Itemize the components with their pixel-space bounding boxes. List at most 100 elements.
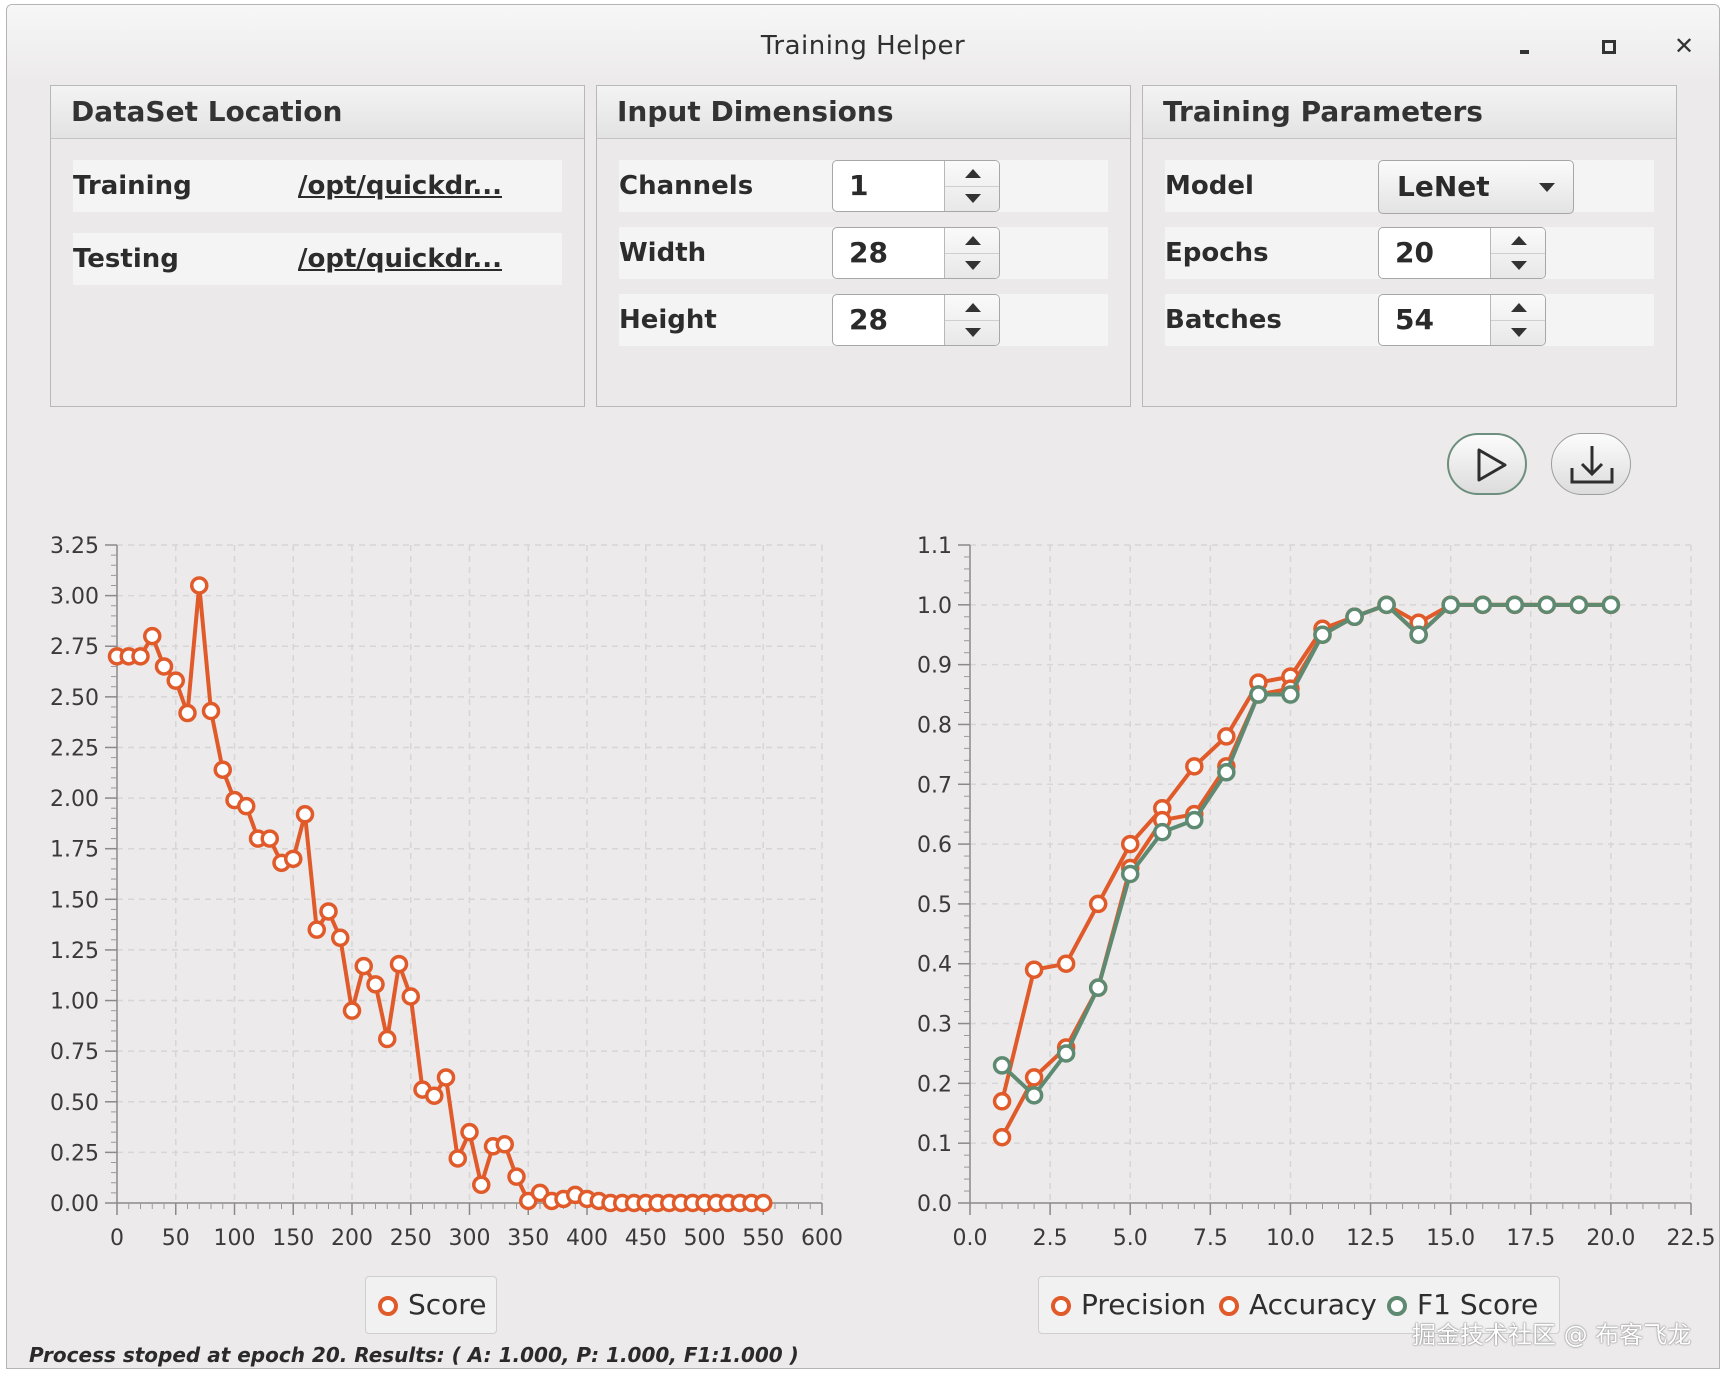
model-row: Model LeNet: [1165, 160, 1654, 214]
channels-value[interactable]: 1: [849, 169, 869, 202]
close-button[interactable]: ✕: [1667, 29, 1701, 63]
model-select[interactable]: LeNet: [1378, 160, 1574, 214]
data-point: [237, 796, 256, 816]
height-value[interactable]: 28: [849, 303, 888, 336]
legend-marker-icon: [378, 1296, 398, 1316]
score-legend: Score: [365, 1276, 497, 1334]
data-point: [992, 1092, 1012, 1111]
minimize-icon: [1520, 50, 1529, 54]
arrow-down-icon: [1511, 261, 1527, 270]
channels-label: Channels: [619, 171, 754, 201]
data-point: [1409, 625, 1428, 644]
data-point: [154, 657, 174, 676]
channels-spinner[interactable]: 1: [832, 160, 1000, 212]
x-tick-label: 12.5: [1346, 1226, 1395, 1251]
arrow-up-icon: [965, 236, 981, 245]
x-tick-label: 0.0: [953, 1226, 988, 1251]
legend-label: Accuracy: [1249, 1288, 1377, 1321]
y-tick-label: 0.6: [917, 833, 952, 858]
data-point: [754, 1193, 773, 1213]
y-tick-label: 0.50: [50, 1091, 99, 1116]
title-bar[interactable]: Training Helper ✕: [7, 5, 1719, 85]
width-decrement-button[interactable]: [945, 253, 999, 278]
y-tick-label: 0.8: [917, 713, 952, 738]
arrow-down-icon: [965, 328, 981, 337]
epochs-value[interactable]: 20: [1395, 236, 1434, 269]
y-tick-label: 3.25: [50, 534, 99, 559]
testing-path-link[interactable]: /opt/quickdr...: [298, 244, 502, 274]
data-point: [448, 1149, 467, 1168]
y-tick-label: 0.2: [917, 1072, 952, 1097]
window-title: Training Helper: [760, 31, 966, 61]
y-tick-label: 1.0: [917, 594, 952, 619]
data-point: [1601, 595, 1621, 615]
epochs-label: Epochs: [1165, 238, 1269, 268]
y-tick-label: 0.25: [50, 1141, 99, 1166]
data-point: [213, 760, 232, 779]
epochs-increment-button[interactable]: [1491, 228, 1545, 254]
data-point: [1441, 595, 1460, 615]
data-point: [1024, 960, 1044, 979]
x-tick-label: 600: [801, 1226, 843, 1251]
score-chart: 0 50 100 150 200 250 300 350 400 450 500 550 600 0.00…: [50, 534, 843, 1251]
start-training-button[interactable]: [1447, 433, 1527, 495]
dataset-location-panel: DataSet Location Training /opt/quickdr..…: [50, 85, 585, 407]
y-tick-label: 0.00: [50, 1192, 99, 1217]
data-point: [1056, 954, 1076, 973]
batches-spinner[interactable]: 54: [1378, 294, 1546, 346]
download-model-button[interactable]: [1551, 433, 1631, 495]
legend-item-accuracy: Accuracy: [1219, 1277, 1377, 1333]
y-tick-label: 2.75: [50, 635, 99, 660]
y-tick-label: 1.50: [50, 888, 99, 913]
batches-value[interactable]: 54: [1395, 303, 1434, 336]
data-point: [1153, 822, 1172, 842]
data-point: [131, 647, 150, 666]
width-spinner[interactable]: 28: [832, 227, 1000, 279]
width-row: Width 28: [619, 227, 1108, 279]
legend-label: Score: [408, 1288, 487, 1321]
width-increment-button[interactable]: [945, 228, 999, 254]
legend-marker-icon: [1051, 1296, 1071, 1316]
data-point: [1056, 1044, 1076, 1063]
minimize-button[interactable]: [1510, 29, 1544, 63]
height-spinner[interactable]: 28: [832, 294, 1000, 346]
arrow-down-icon: [965, 261, 981, 270]
batches-row: Batches 54: [1165, 294, 1654, 346]
data-point: [1024, 1068, 1044, 1087]
legend-item-score: Score: [378, 1277, 486, 1333]
channels-increment-button[interactable]: [945, 161, 999, 187]
y-tick-label: 0.5: [917, 893, 952, 918]
y-tick-label: 2.50: [50, 686, 99, 711]
batches-decrement-button[interactable]: [1491, 320, 1545, 345]
data-point: [1569, 595, 1589, 615]
height-decrement-button[interactable]: [945, 320, 999, 345]
epochs-spinner[interactable]: 20: [1378, 227, 1546, 279]
series-line-precision: [1000, 602, 1611, 1102]
channels-decrement-button[interactable]: [945, 186, 999, 211]
data-point: [992, 1127, 1012, 1147]
training-path-link[interactable]: /opt/quickdr...: [298, 171, 502, 201]
y-tick-label: 3.00: [50, 585, 99, 610]
model-label: Model: [1165, 171, 1254, 201]
width-value[interactable]: 28: [849, 236, 888, 269]
series-line-accuracy: [1000, 602, 1611, 1139]
epochs-decrement-button[interactable]: [1491, 253, 1545, 278]
watermark: 掘金技术社区 @ 布客飞龙: [1412, 1321, 1692, 1349]
batches-increment-button[interactable]: [1491, 295, 1545, 321]
data-point: [331, 928, 350, 948]
metrics-legend: Precision Accuracy F1 Score: [1038, 1276, 1560, 1334]
height-increment-button[interactable]: [945, 295, 999, 321]
arrow-down-icon: [1511, 328, 1527, 337]
arrow-up-icon: [1511, 303, 1527, 312]
y-tick-label: 1.00: [50, 990, 99, 1015]
data-point: [342, 1001, 362, 1020]
data-point: [1088, 894, 1108, 914]
data-point: [190, 576, 209, 595]
y-tick-label: 0.75: [50, 1040, 99, 1065]
testing-path-row: Testing /opt/quickdr...: [73, 233, 562, 285]
x-tick-label: 100: [214, 1226, 256, 1251]
x-tick-label: 150: [272, 1226, 314, 1251]
data-point: [1120, 834, 1140, 854]
x-tick-label: 22.5: [1667, 1226, 1716, 1251]
maximize-button[interactable]: [1591, 29, 1625, 63]
